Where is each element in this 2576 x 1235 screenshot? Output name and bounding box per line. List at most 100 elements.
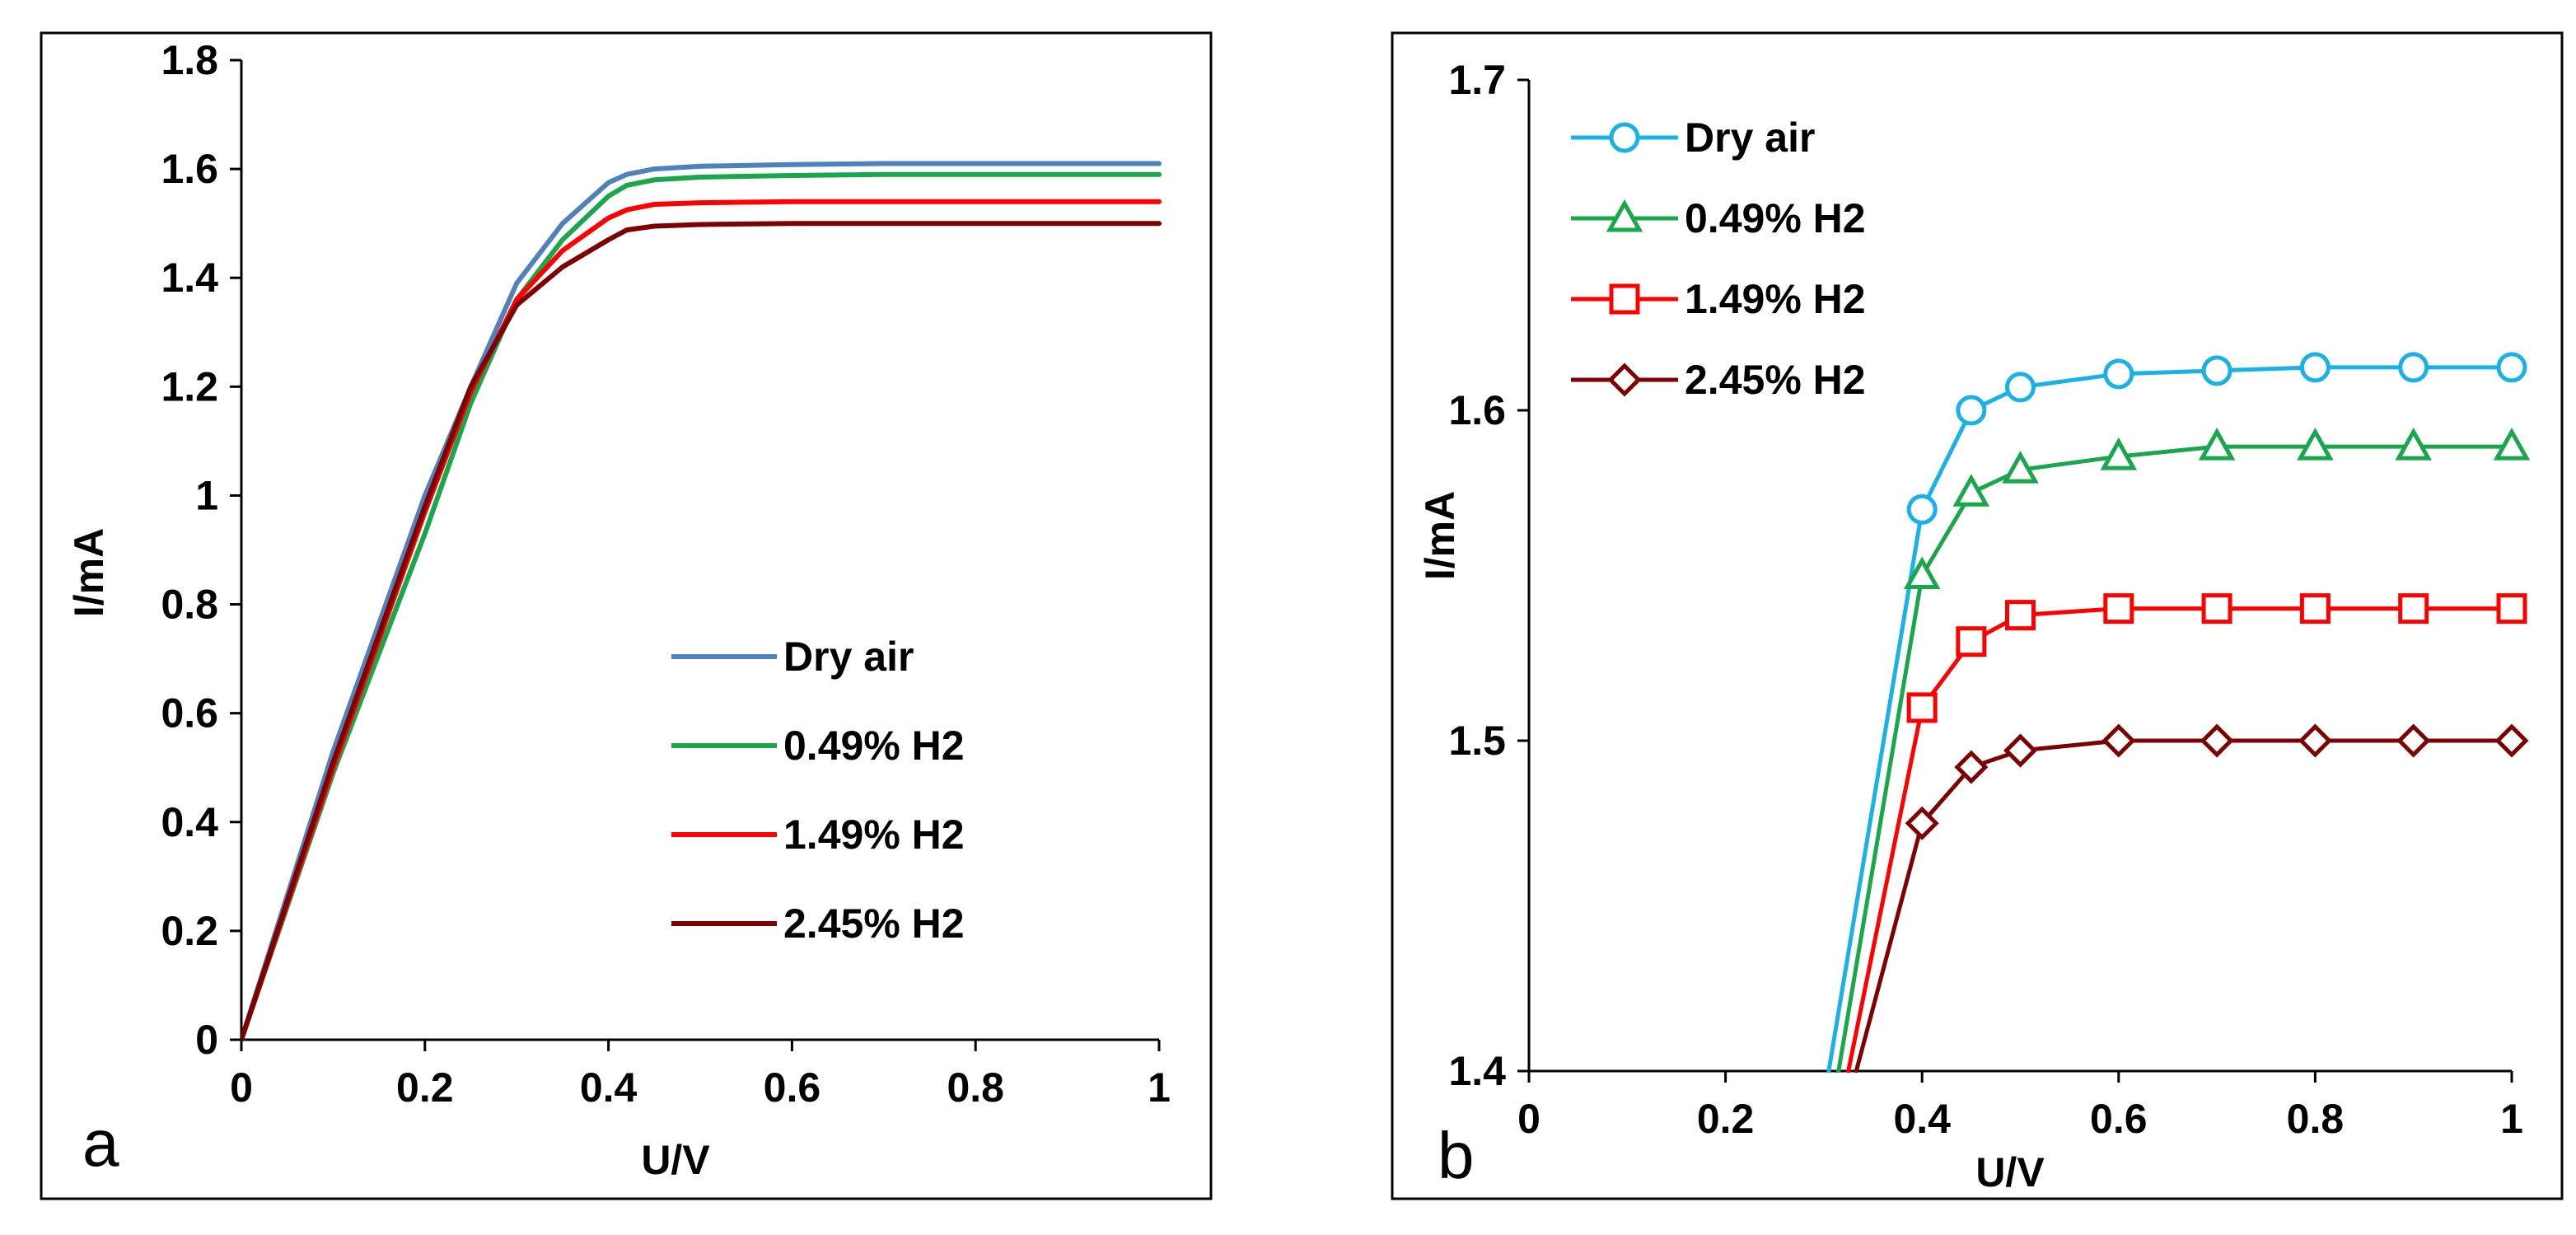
data-point-1-49-h2 [2201,593,2232,625]
panel-a-series [241,161,1162,1041]
y-tick-label: 1 [195,472,218,518]
series-line-2-45-h2 [1854,738,2514,1073]
panel-b-label: b [1438,1119,1475,1192]
series-0-49-h2 [241,171,1162,1041]
y-tick-label: 0.4 [161,799,218,845]
x-tick-label: 0.8 [2287,1096,2345,1142]
data-point-2-45-h2 [1954,750,1989,784]
y-tick-label: 0.8 [161,582,218,628]
panel-a-y-tick-labels: 0 0.2 0.4 0.6 0.8 1 1.2 1.4 1.6 1.8 [161,37,218,1063]
legend-marker [1606,199,1643,232]
legend-label: Dry air [783,634,914,680]
x-tick-label: 0 [230,1064,253,1111]
y-tick-label: 1.6 [161,146,218,192]
panel-b-legend: Dry air 0.49% H2 1.49% H2 2.45% H2 [1571,115,1866,403]
data-point-2-45-h2 [2200,723,2234,758]
series-dry-air [1826,352,2527,1073]
y-tick-label: 0.2 [161,908,218,954]
legend-entry-dry-air: Dry air [671,634,914,680]
x-tick-label: 0.8 [947,1064,1004,1111]
x-tick-label: 0.6 [2090,1096,2148,1142]
series-0-49-h2 [1836,428,2531,1073]
legend-entry-1-49-h2: 1.49% H2 [671,812,965,858]
data-point-dry-air [2201,355,2232,386]
data-point-0-49-h2 [2002,451,2039,484]
data-point-dry-air [2005,372,2036,403]
panel-b-frame [1391,31,2564,1200]
data-point-dry-air [2398,352,2429,383]
data-point-dry-air [2103,358,2134,390]
panel-a-frame [40,31,1213,1200]
y-tick-label: 0 [195,1017,218,1063]
series-line-dry-air [241,161,1162,1041]
data-point-2-45-h2 [2101,723,2136,758]
legend-entry-0-49-h2: 0.49% H2 [1571,195,1866,241]
panel-b-y-tick-labels: 1.4 1.5 1.6 1.7 [1448,57,1506,1094]
series-dry-air [241,161,1162,1041]
data-point-dry-air [1956,395,1987,426]
legend-label: Dry air [1685,115,1815,161]
x-tick-label: 0.4 [580,1064,638,1111]
series-1-49-h2 [1846,593,2527,1073]
data-point-1-49-h2 [2103,593,2134,625]
data-point-1-49-h2 [2496,593,2527,625]
x-tick-label: 0.2 [396,1064,454,1111]
data-point-1-49-h2 [2398,593,2429,625]
y-tick-label: 0.6 [161,690,218,737]
panel-b-y-axis-title: I/mA [1417,491,1463,580]
x-tick-label: 1 [2500,1096,2523,1142]
data-point-0-49-h2 [2493,428,2531,461]
legend-entry-2-45-h2: 2.45% H2 [1571,357,1866,403]
data-point-1-49-h2 [1906,692,1938,723]
series-2-45-h2 [1854,723,2529,1073]
legend-entry-0-49-h2: 0.49% H2 [671,723,965,769]
panel-a-legend: Dry air 0.49% H2 1.49% H2 2.45% H2 [671,634,965,947]
legend-label: 1.49% H2 [783,812,965,858]
y-tick-label: 1.2 [161,363,218,409]
y-tick-label: 1.5 [1448,718,1506,764]
panel-a-axes [230,58,1161,1051]
y-tick-label: 1.4 [161,255,218,301]
y-tick-label: 1.8 [161,37,218,83]
data-point-1-49-h2 [1956,626,1987,657]
x-tick-label: 0 [1517,1096,1540,1142]
legend-label: 1.49% H2 [1685,276,1866,322]
x-tick-label: 1 [1148,1064,1171,1111]
series-line-0-49-h2 [1836,444,2514,1073]
series-line-2-45-h2 [241,221,1162,1041]
y-tick-label: 1.4 [1448,1048,1506,1094]
legend-marker [1607,363,1642,397]
legend-entry-1-49-h2: 1.49% H2 [1571,276,1866,322]
chart-panel-a: 0 0.2 0.4 0.6 0.8 1 1.2 1.4 1.6 1.8 0 0.2 0.4 0.6 0.8… [40,31,1213,1200]
panel-a-x-tick-labels: 0 0.2 0.4 0.6 0.8 1 [230,1064,1171,1111]
legend-entry-dry-air: Dry air [1571,115,1815,161]
data-point-2-45-h2 [2494,723,2529,758]
x-tick-label: 0.4 [1893,1096,1951,1142]
data-point-0-49-h2 [1952,474,1990,507]
legend-label: 2.45% H2 [1685,357,1866,403]
data-point-dry-air [2299,352,2331,383]
data-point-0-49-h2 [2297,428,2334,461]
x-tick-label: 0.2 [1697,1096,1755,1142]
series-2-45-h2 [241,221,1162,1041]
data-point-1-49-h2 [2005,600,2036,631]
chart-panel-b: 1.4 1.5 1.6 1.7 0 0.2 0.4 0.6 0.8 1 Dry air 0.49%… [1391,31,2564,1200]
panel-b-x-tick-labels: 0 0.2 0.4 0.6 0.8 1 [1517,1096,2523,1142]
data-point-dry-air [1906,494,1938,525]
legend-marker [1609,283,1640,315]
legend-label: 0.49% H2 [1685,195,1866,241]
panel-b-series [1826,352,2531,1073]
panel-a-y-axis-title: I/mA [66,528,112,617]
data-point-2-45-h2 [2003,733,2038,768]
data-point-0-49-h2 [2198,428,2236,461]
series-line-1-49-h2 [1846,606,2514,1073]
panel-a-x-axis-title: U/V [641,1137,710,1183]
legend-entry-2-45-h2: 2.45% H2 [671,901,965,947]
data-point-2-45-h2 [2298,723,2332,758]
legend-marker [1609,122,1640,153]
y-tick-label: 1.6 [1448,387,1506,433]
data-point-2-45-h2 [2396,723,2431,758]
data-point-dry-air [2496,352,2527,383]
panel-a-label: a [82,1106,119,1180]
